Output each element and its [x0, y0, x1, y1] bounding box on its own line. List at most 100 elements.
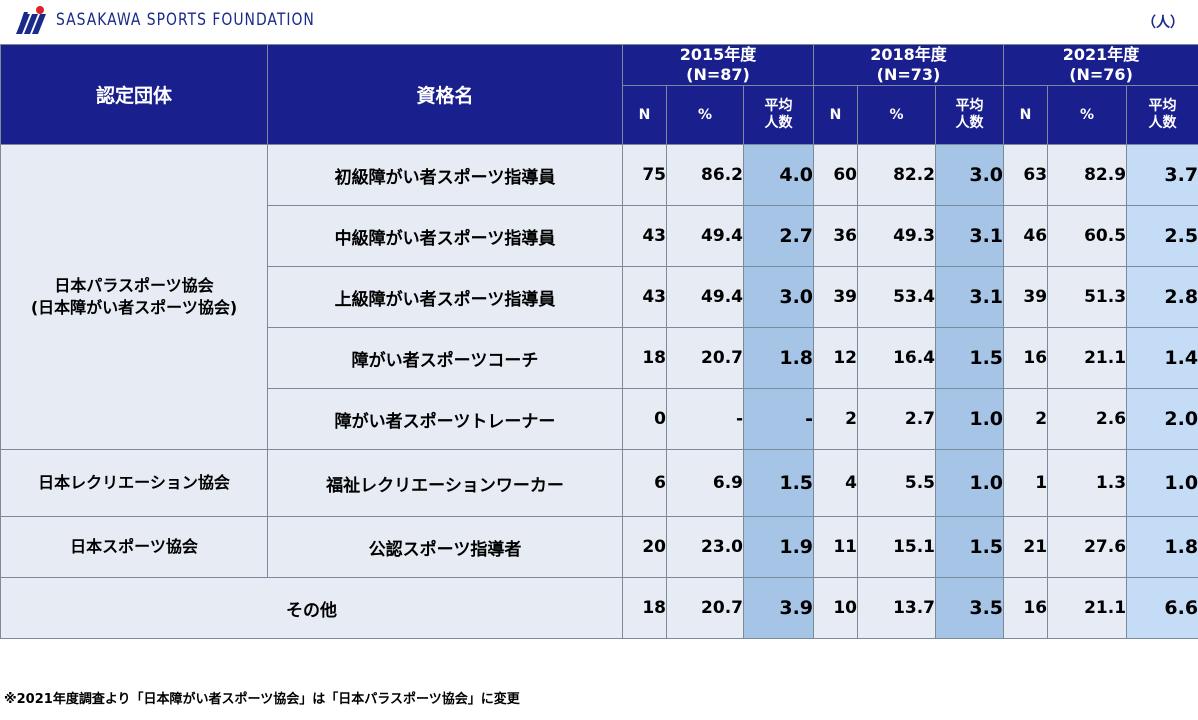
avg-cell: 4.0: [742, 144, 815, 206]
pct-cell: 21.1: [1047, 577, 1128, 639]
sub-header-pct: %: [1047, 85, 1128, 145]
pct-cell: 1.3: [1047, 449, 1128, 517]
n-cell: 18: [622, 577, 667, 639]
logo-text: SASAKAWA SPORTS FOUNDATION: [56, 10, 315, 30]
org-cell-recreation: 日本レクリエーション協会: [0, 449, 268, 517]
pct-cell: 6.9: [666, 449, 744, 517]
qualification-cell: 公認スポーツ指導者: [267, 516, 623, 578]
n-cell: 16: [1003, 327, 1049, 389]
table-row: 障がい者スポーツコーチ 18 20.7 1.8 12 16.4 1.5 16 2…: [1, 327, 1198, 389]
col-header-2018: 2018年度 (N=73): [813, 44, 1005, 86]
pct-cell: 23.0: [666, 516, 744, 578]
n-cell: 21: [1003, 516, 1049, 578]
pct-cell: 49.3: [857, 205, 937, 267]
col-header-qualification: 資格名: [267, 44, 623, 145]
table-row: 日本レクリエーション協会 福祉レクリエーションワーカー 6 6.9 1.5 4 …: [0, 449, 1198, 517]
n-cell: 0: [622, 388, 667, 450]
n-cell: 75: [622, 144, 667, 206]
avg-cell: 3.7: [1126, 144, 1198, 206]
col-header-org: 認定団体: [0, 44, 268, 145]
table-row: 上級障がい者スポーツ指導員 43 49.4 3.0 39 53.4 3.1 39…: [1, 266, 1198, 328]
pct-cell: 16.4: [857, 327, 937, 389]
pct-cell: 13.7: [857, 577, 937, 639]
n-cell: 36: [813, 205, 859, 267]
pct-cell: 2.6: [1047, 388, 1128, 450]
header-row-subcolumns: N % 平均 人数 N % 平均 人数 N % 平均 人数: [1, 85, 1198, 145]
pct-cell: 51.3: [1047, 266, 1128, 328]
avg-cell: 2.0: [1126, 388, 1198, 450]
n-cell: 4: [813, 449, 859, 517]
avg-cell: 1.9: [742, 516, 815, 578]
avg-cell: 1.5: [935, 327, 1005, 389]
table-row: 障がい者スポーツトレーナー 0 - - 2 2.7 1.0 2 2.6 2.0: [1, 388, 1198, 450]
n-cell: 2: [813, 388, 859, 450]
n-cell: 1: [1003, 449, 1049, 517]
n-cell: 10: [813, 577, 859, 639]
sub-header-n: N: [622, 85, 667, 145]
qualification-cell: 障がい者スポーツコーチ: [267, 327, 623, 389]
qualification-cell: 上級障がい者スポーツ指導員: [267, 266, 623, 328]
n-cell: 11: [813, 516, 859, 578]
sub-header-pct: %: [666, 85, 744, 145]
avg-cell: 1.4: [1126, 327, 1198, 389]
n-cell: 6: [622, 449, 667, 517]
avg-cell: 3.1: [935, 205, 1005, 267]
unit-label: （人）: [1142, 15, 1184, 31]
avg-cell: 2.8: [1126, 266, 1198, 328]
sub-header-pct: %: [857, 85, 937, 145]
org-cell-para-sports: 日本パラスポーツ協会 (日本障がい者スポーツ協会): [0, 144, 268, 450]
avg-cell: 3.1: [935, 266, 1005, 328]
table-row: その他 18 20.7 3.9 10 13.7 3.5 16 21.1 6.6: [0, 577, 1198, 639]
pct-cell: 49.4: [666, 266, 744, 328]
pct-cell: 5.5: [857, 449, 937, 517]
n-cell: 63: [1003, 144, 1049, 206]
pct-cell: 2.7: [857, 388, 937, 450]
pct-cell: 15.1: [857, 516, 937, 578]
sub-header-avg: 平均 人数: [935, 85, 1005, 145]
avg-cell: 2.5: [1126, 205, 1198, 267]
sasakawa-logo-icon: [16, 6, 46, 34]
avg-cell: 1.0: [1126, 449, 1198, 517]
avg-cell: 3.5: [935, 577, 1005, 639]
n-cell: 60: [813, 144, 859, 206]
pct-cell: 20.7: [666, 327, 744, 389]
table-row: 日本スポーツ協会 公認スポーツ指導者 20 23.0 1.9 11 15.1 1…: [0, 516, 1198, 578]
n-cell: 12: [813, 327, 859, 389]
org-cell-sports-association: 日本スポーツ協会: [0, 516, 268, 578]
pct-cell: 27.6: [1047, 516, 1128, 578]
n-cell: 39: [1003, 266, 1049, 328]
certification-table: 認定団体 資格名 2015年度 (N=87) 2018年度 (N=73) 2021年…: [0, 44, 1198, 639]
n-cell: 43: [622, 205, 667, 267]
pct-cell: -: [666, 388, 744, 450]
col-header-2015: 2015年度 (N=87): [621, 44, 815, 86]
avg-cell: 1.0: [935, 388, 1005, 450]
avg-cell: 1.5: [935, 516, 1005, 578]
n-cell: 39: [813, 266, 859, 328]
n-cell: 20: [622, 516, 667, 578]
n-cell: 16: [1003, 577, 1049, 639]
col-header-2021: 2021年度 (N=76): [1003, 44, 1198, 86]
sub-header-n: N: [1003, 85, 1049, 145]
qualification-cell: 障がい者スポーツトレーナー: [267, 388, 623, 450]
avg-cell: 1.0: [935, 449, 1005, 517]
avg-cell: 2.7: [742, 205, 815, 267]
avg-cell: 3.9: [742, 577, 815, 639]
pct-cell: 82.2: [857, 144, 937, 206]
table-row: 日本パラスポーツ協会 (日本障がい者スポーツ協会) 初級障がい者スポーツ指導員 7…: [0, 144, 1198, 450]
qualification-cell: 福祉レクリエーションワーカー: [267, 449, 623, 517]
pct-cell: 49.4: [666, 205, 744, 267]
pct-cell: 86.2: [666, 144, 744, 206]
sub-header-n: N: [813, 85, 859, 145]
qualification-cell: 中級障がい者スポーツ指導員: [267, 205, 623, 267]
avg-cell: 1.8: [742, 327, 815, 389]
qualification-cell: 初級障がい者スポーツ指導員: [267, 144, 623, 206]
pct-cell: 21.1: [1047, 327, 1128, 389]
qualification-cell-other: その他: [0, 577, 623, 639]
avg-cell: 6.6: [1126, 577, 1198, 639]
n-cell: 43: [622, 266, 667, 328]
table-row: 中級障がい者スポーツ指導員 43 49.4 2.7 36 49.3 3.1 46…: [1, 205, 1198, 267]
pct-cell: 53.4: [857, 266, 937, 328]
sub-header-avg: 平均 人数: [1126, 85, 1198, 145]
avg-cell: 3.0: [742, 266, 815, 328]
page-header: SASAKAWA SPORTS FOUNDATION （人）: [0, 0, 1198, 44]
